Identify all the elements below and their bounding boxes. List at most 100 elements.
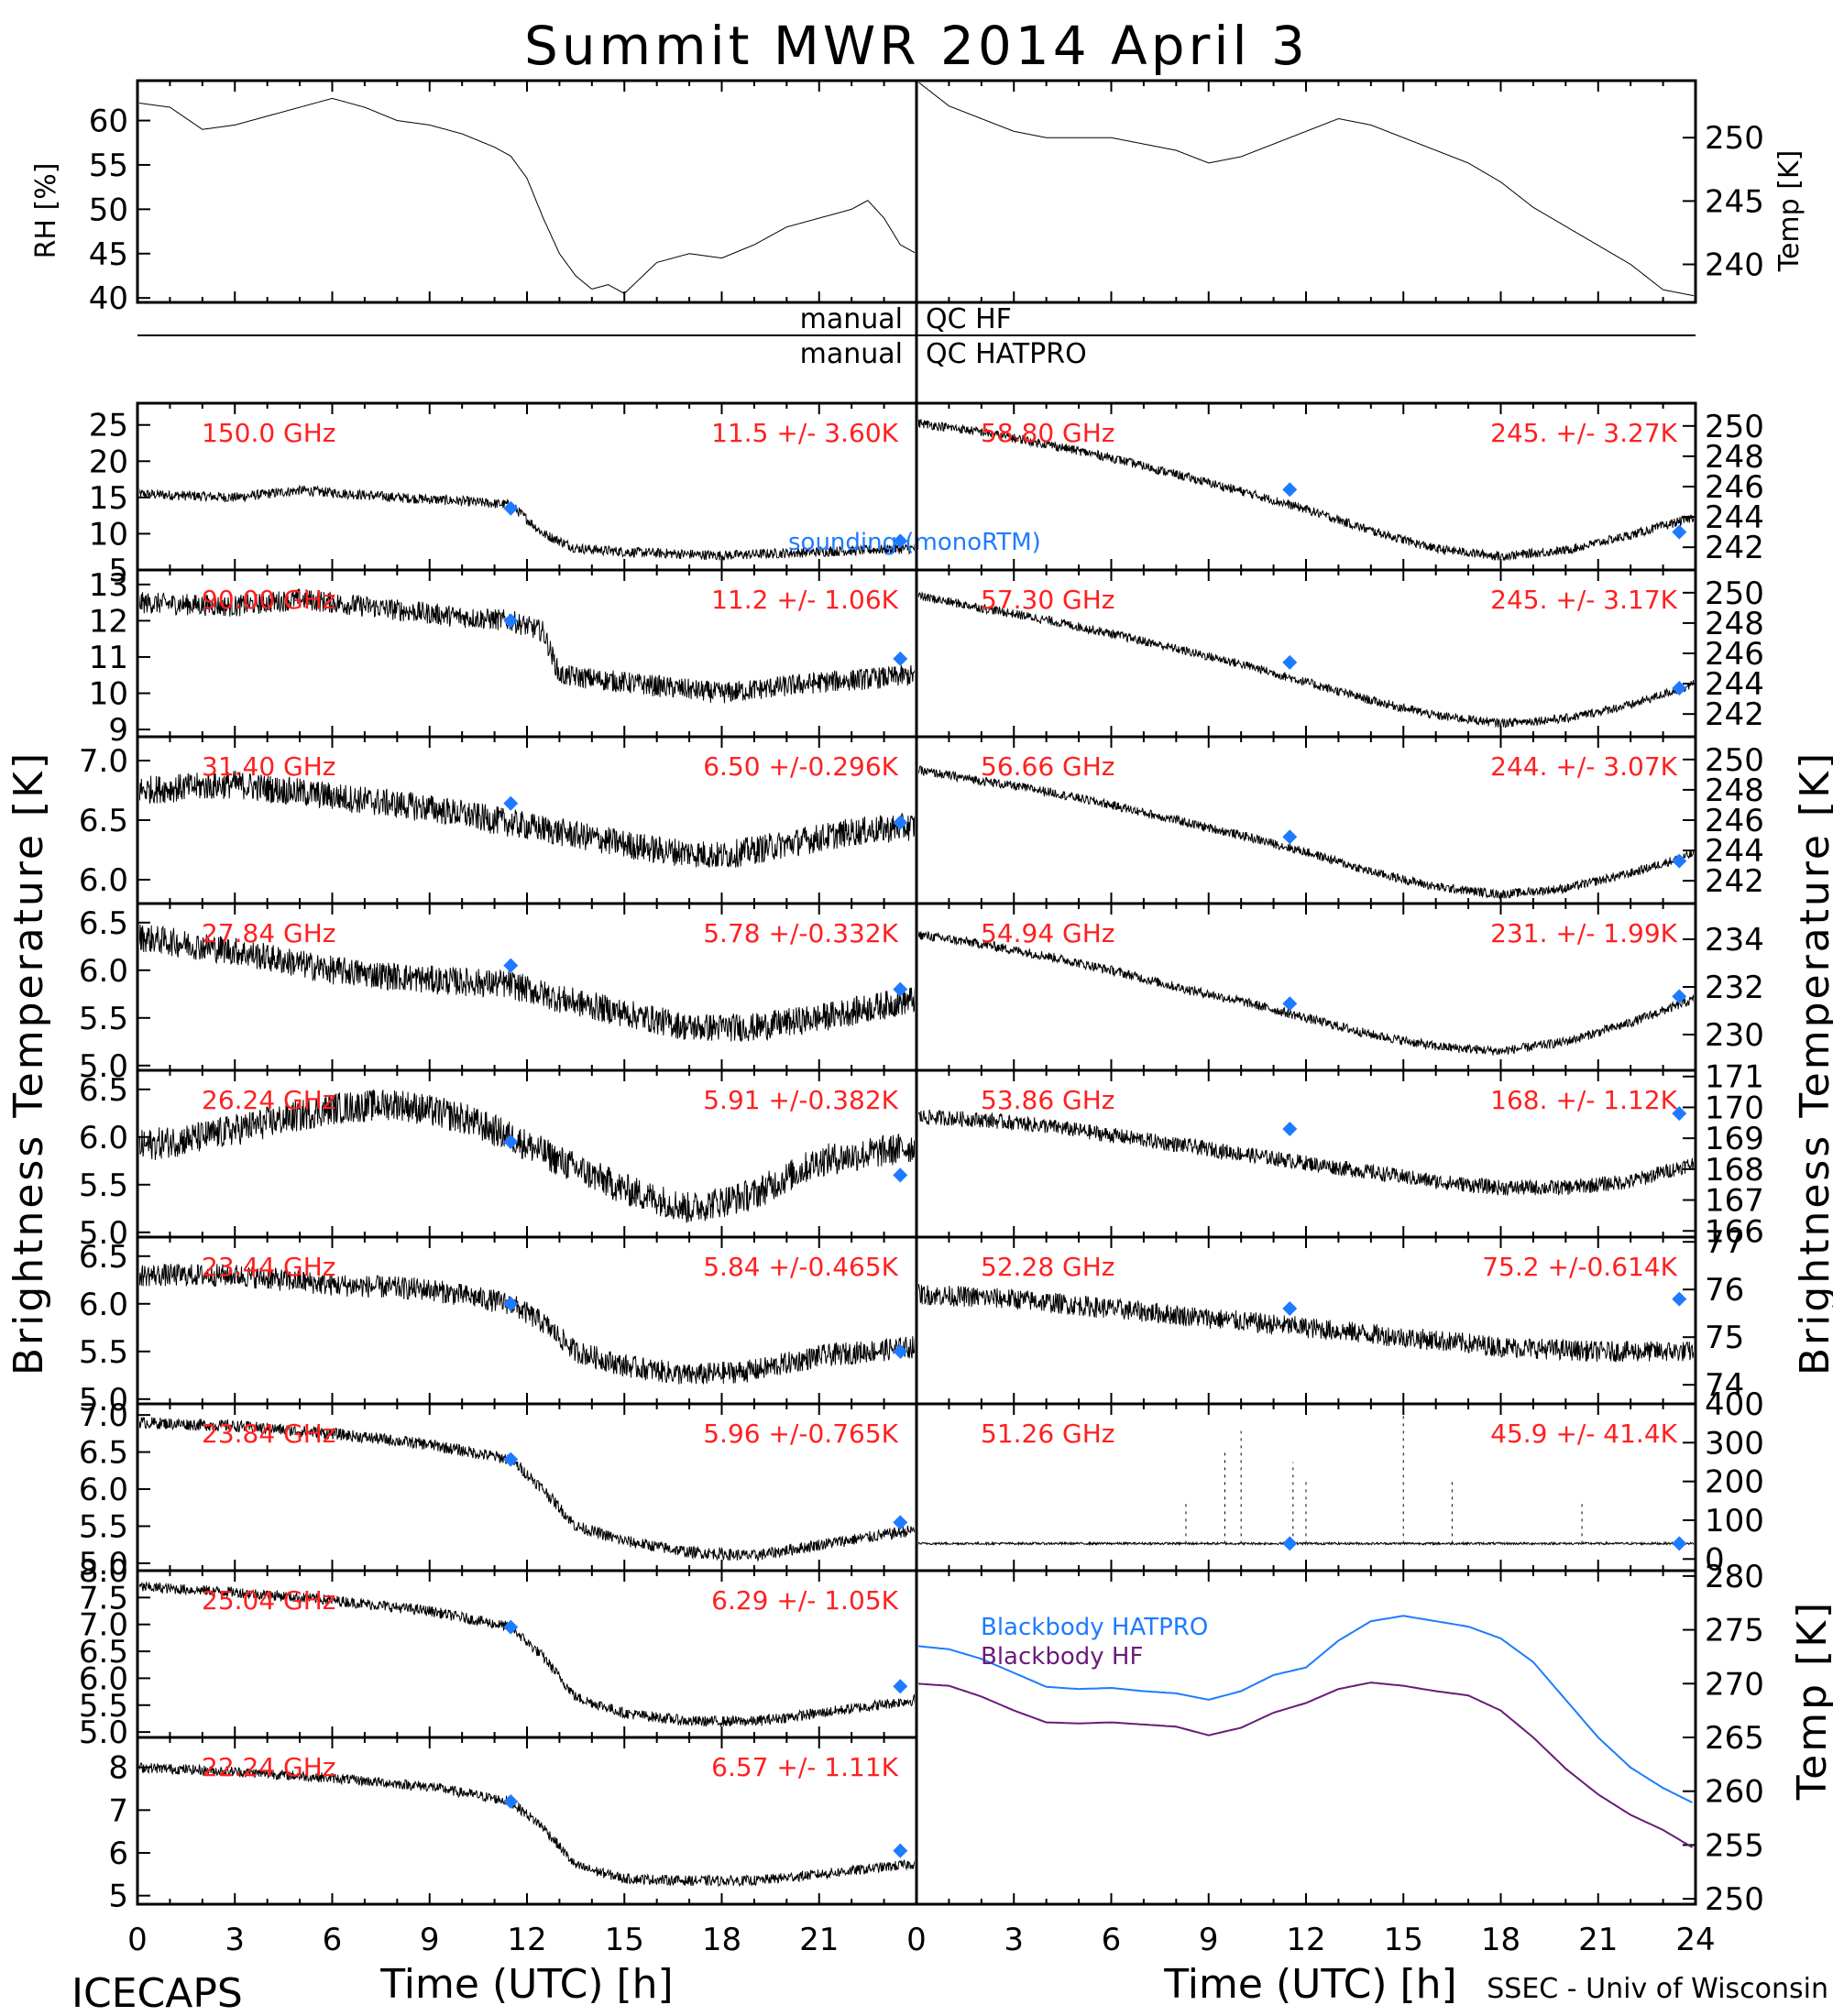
x-tick-label: 0	[127, 1922, 148, 1958]
sounding-marker	[1282, 829, 1298, 845]
sounding-marker	[893, 1343, 908, 1359]
y-tick-label: 50	[89, 192, 128, 228]
data-line	[139, 1762, 915, 1888]
y-tick-label: 275	[1705, 1613, 1764, 1649]
y-tick-label: 200	[1705, 1464, 1764, 1501]
y-tick-label: 6.0	[79, 953, 128, 990]
sounding-marker	[1282, 1301, 1298, 1316]
y-tick-label: 10	[89, 516, 128, 553]
y-tick-label: 5.0	[79, 1715, 128, 1751]
y-tick-label: 234	[1705, 922, 1764, 959]
y-tick-label: 9	[108, 712, 128, 749]
channel-stats: 5.84 +/-0.465K	[703, 1252, 898, 1282]
y-tick-label: 6.5	[79, 1634, 128, 1671]
data-line	[139, 924, 915, 1042]
data-line	[918, 1109, 1694, 1197]
y-tick-label: 100	[1705, 1503, 1764, 1539]
y-tick-label: 11	[89, 640, 128, 676]
y-tick-label: 169	[1705, 1121, 1764, 1157]
channel-label: 26.24 GHz	[202, 1085, 336, 1115]
sounding-marker	[1282, 1536, 1298, 1551]
x-tick-label: 21	[799, 1922, 839, 1958]
panel-31-40-ghz: 6.0 6.5 7.0 31.40 GHz 6.50 +/-0.296K	[79, 735, 918, 905]
series-line	[918, 1615, 1693, 1803]
channel-stats: 75.2 +/-0.614K	[1482, 1252, 1677, 1282]
y-tick-label: 250	[1705, 575, 1764, 612]
y-tick-label: 77	[1705, 1224, 1744, 1261]
y-tick-label: 5.5	[79, 1001, 128, 1037]
channel-stats: 6.57 +/- 1.11K	[711, 1752, 898, 1782]
right-axis-title: Brightness Temperature [K]	[1792, 751, 1833, 1375]
x-tick-label: 15	[1384, 1922, 1423, 1958]
footer-right: SSEC - Univ of Wisconsin	[1487, 1973, 1828, 2005]
x-tick-label: 0	[906, 1922, 927, 1958]
sounding-marker	[503, 1619, 519, 1635]
data-line	[139, 771, 915, 868]
qc-hatpro-right: QC HATPRO	[926, 338, 1087, 370]
chart-title: Summit MWR 2014 April 3	[524, 15, 1309, 77]
channel-label: 23.44 GHz	[202, 1252, 336, 1282]
x-tick-label: 9	[1199, 1922, 1219, 1958]
y-tick-label: 248	[1705, 772, 1764, 809]
x-tick-label: 15	[605, 1922, 644, 1958]
y-tick-label: 12	[89, 603, 128, 640]
sounding-marker	[1672, 853, 1687, 869]
y-tick-label: 244	[1705, 833, 1764, 870]
channel-label: 53.86 GHz	[981, 1085, 1115, 1115]
y-tick-label: 248	[1705, 606, 1764, 642]
channel-label: 150.0 GHz	[202, 418, 336, 448]
y-tick-label: 242	[1705, 863, 1764, 900]
y-tick-label: 248	[1705, 439, 1764, 476]
y-tick-label: 244	[1705, 499, 1764, 536]
y-tick-label: 244	[1705, 666, 1764, 703]
y-tick-label: 5	[108, 553, 128, 589]
channel-label: 58.80 GHz	[981, 418, 1115, 448]
y-tick-label: 8	[108, 1750, 128, 1787]
panel-rh: 40 45 50 55 60	[89, 79, 918, 317]
y-tick-label: 60	[89, 104, 128, 140]
y-tick-label: 260	[1705, 1774, 1764, 1811]
sounding-marker	[1672, 989, 1687, 1004]
qc-hatpro-left: manual	[800, 338, 903, 370]
panel-27-84-ghz: 5.0 5.5 6.0 6.5 27.84 GHz 5.78 +/-0.332K	[79, 902, 918, 1085]
channel-stats: 11.2 +/- 1.06K	[711, 585, 898, 615]
x-tick-label: 9	[420, 1922, 440, 1958]
y-tick-label: 280	[1705, 1559, 1764, 1595]
y-tick-label: 255	[1705, 1827, 1764, 1864]
y-tick-label: 167	[1705, 1183, 1764, 1220]
y-tick-label: 6.5	[79, 803, 128, 839]
sounding-legend: sounding (monoRTM)	[788, 529, 1041, 556]
x-tick-label: 24	[1675, 1922, 1715, 1958]
sounding-marker	[1282, 996, 1298, 1012]
y-tick-label: 245	[1705, 183, 1764, 220]
y-tick-label: 5.0	[79, 1215, 128, 1252]
y-tick-label: 13	[89, 567, 128, 604]
channel-label: 51.26 GHz	[981, 1419, 1115, 1449]
sounding-marker	[1672, 524, 1687, 540]
data-line	[139, 588, 915, 704]
y-tick-label: 75	[1705, 1320, 1744, 1356]
legend-label: Blackbody HF	[981, 1643, 1143, 1671]
y-tick-label: 242	[1705, 696, 1764, 733]
y-tick-label: 15	[89, 480, 128, 517]
y-tick-label: 246	[1705, 636, 1764, 673]
footer-left: ICECAPS	[71, 1970, 243, 2016]
panel-frame	[136, 79, 918, 304]
y-tick-label: 250	[1705, 120, 1764, 157]
data-line	[918, 765, 1694, 900]
y-tick-label: 270	[1705, 1666, 1764, 1703]
y-tick-label: 5	[108, 1879, 128, 1915]
y-tick-label: 20	[89, 444, 128, 480]
y-tick-label: 170	[1705, 1090, 1764, 1126]
y-tick-label: 5.5	[79, 1167, 128, 1204]
y-tick-label: 7.0	[79, 743, 128, 780]
y-tick-label: 232	[1705, 970, 1764, 1006]
data-line	[918, 82, 1694, 297]
channel-label: 23.84 GHz	[202, 1419, 336, 1449]
sounding-marker	[1672, 1536, 1687, 1551]
channel-stats: 6.29 +/- 1.05K	[711, 1585, 898, 1616]
channel-label: 57.30 GHz	[981, 585, 1115, 615]
x-tick-label: 6	[323, 1922, 343, 1958]
sounding-marker	[893, 1843, 908, 1858]
